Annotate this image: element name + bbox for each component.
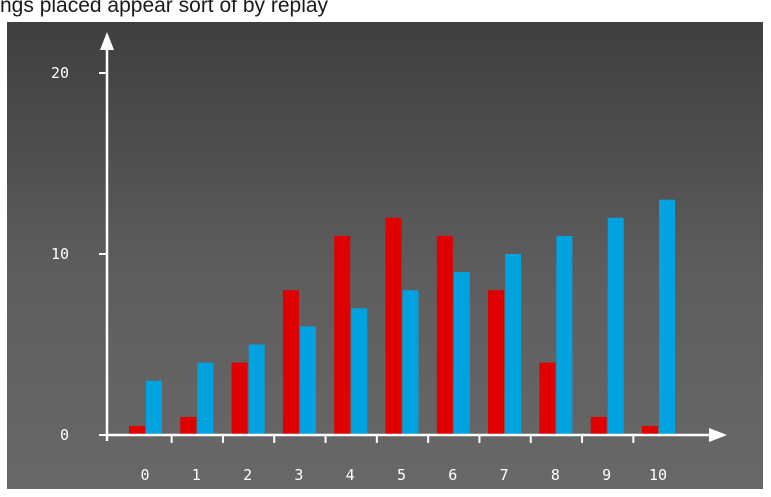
- y-axis-arrow: [100, 32, 114, 50]
- x-tick-label-0: 0: [140, 466, 149, 484]
- bar-series1-6: [436, 235, 453, 435]
- bar-series2-6: [453, 272, 470, 435]
- x-tick-label-1: 1: [192, 466, 201, 484]
- x-tick-label-3: 3: [294, 466, 303, 484]
- y-tick-label: 0: [60, 426, 69, 444]
- chart-panel: 0 10 20 0 1 2 3 4 5 6 7 8 9 10: [7, 22, 763, 489]
- bar-series1-7: [488, 290, 505, 435]
- bar-series2-0: [146, 380, 162, 435]
- bar-series2-10: [659, 199, 675, 435]
- bar-series1-1: [180, 416, 197, 435]
- bar-series1-8: [539, 362, 556, 435]
- x-tick-label-7: 7: [500, 466, 509, 484]
- bar-series2-5: [402, 290, 419, 435]
- bar-series2-9: [607, 217, 624, 435]
- labels-group: 0 10 20 0 1 2 3 4 5 6 7 8 9 10: [51, 64, 667, 484]
- bar-series2-2: [248, 344, 265, 435]
- bar-series2-8: [556, 235, 573, 435]
- x-tick-label-2: 2: [243, 466, 252, 484]
- x-tick-label-4: 4: [346, 466, 355, 484]
- bar-chart: 0 10 20 0 1 2 3 4 5 6 7 8 9 10: [51, 32, 727, 484]
- bar-series1-3: [282, 290, 299, 435]
- axes-group: [99, 32, 727, 443]
- caption-text: ngs placed appear sort of by replay: [0, 0, 329, 17]
- bar-series2-4: [351, 308, 368, 435]
- y-tick-label: 20: [51, 64, 69, 82]
- bar-series2-3: [299, 326, 316, 435]
- y-tick-label: 10: [51, 245, 69, 263]
- bar-series1-10: [642, 425, 658, 435]
- bar-series1-9: [590, 416, 607, 435]
- bar-series1-5: [385, 217, 402, 435]
- bar-series2-1: [197, 362, 214, 435]
- bar-series1-2: [231, 362, 248, 435]
- bar-series1-0: [129, 425, 145, 435]
- x-tick-label-10: 10: [649, 466, 667, 484]
- bars-group: [129, 199, 675, 435]
- x-tick-label-5: 5: [397, 466, 406, 484]
- x-axis-arrow: [709, 428, 727, 442]
- bar-series2-7: [505, 254, 522, 435]
- x-tick-label-6: 6: [448, 466, 457, 484]
- bar-series1-4: [334, 235, 351, 435]
- x-tick-label-9: 9: [602, 466, 611, 484]
- x-tick-label-8: 8: [551, 466, 560, 484]
